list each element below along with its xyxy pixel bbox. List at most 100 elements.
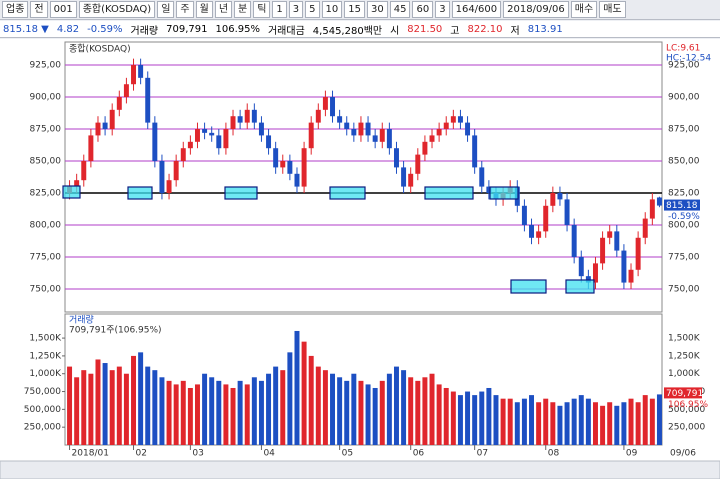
candle-body [337, 116, 343, 123]
volume-bar [223, 384, 229, 445]
volume-bar [294, 330, 300, 445]
toolbar-item[interactable]: 2018/09/06 [503, 1, 569, 18]
volume-bar [88, 373, 94, 445]
candle-body [322, 97, 328, 110]
volume-bar [557, 405, 563, 445]
toolbar-item[interactable]: 년 [214, 1, 233, 18]
candle-body [386, 129, 392, 149]
volume-bar [578, 395, 584, 445]
candle-body [358, 122, 364, 136]
volume-bar [266, 373, 272, 445]
candle-body [152, 122, 158, 162]
candle-body [194, 129, 200, 142]
candle-body [457, 116, 463, 123]
toolbar-item[interactable]: 1 [272, 1, 287, 18]
toolbar-item[interactable]: 45 [389, 1, 411, 18]
y-tick-label: 1,500K [29, 334, 62, 344]
toolbar-item[interactable]: 3 [435, 1, 450, 18]
volume-bar [187, 387, 193, 445]
y-tick-label: 875,00 [30, 125, 62, 135]
candle-body [614, 231, 620, 251]
info-row: 815.18 ▼ 4.82 -0.59% 거래량 709,791 106.95% 거래대금 4… [0, 21, 720, 38]
x-tick-label: 03 [192, 449, 203, 459]
toolbar-item[interactable]: 5 [305, 1, 320, 18]
volume-bar [656, 394, 662, 445]
y-tick-label: 900,00 [30, 93, 62, 103]
y-tick-label: 1,000K [29, 369, 62, 379]
toolbar-item[interactable]: 월 [195, 1, 213, 18]
support-box [510, 279, 547, 294]
annotation-boxes [62, 185, 595, 294]
toolbar-item[interactable]: 15 [344, 1, 366, 18]
candle-body [529, 224, 535, 238]
volume-bar [95, 359, 101, 445]
toolbar-item[interactable]: 틱 [253, 1, 271, 18]
candle-body [571, 224, 577, 257]
candle-body [74, 180, 80, 187]
toolbar-item[interactable]: 분 [234, 1, 252, 18]
y-tick-label: 1,250K [29, 351, 62, 361]
last-volume: 709,791 [666, 389, 703, 399]
volume-bar [422, 377, 428, 445]
toolbar-item[interactable]: 주 [176, 1, 194, 18]
toolbar-item[interactable]: 3 [288, 1, 304, 18]
volume-bar [280, 370, 286, 445]
y-tick-label-right: 1,500K [668, 334, 701, 344]
panel-title: 거래량 [69, 314, 94, 326]
volume-bar [543, 398, 549, 445]
scroll-strip[interactable] [0, 460, 720, 479]
candle-body [550, 192, 556, 206]
volume-bar [180, 380, 186, 445]
toolbar-item[interactable]: 종합(KOSDAQ) [78, 1, 156, 18]
candle-body [131, 65, 137, 85]
y-tick-label: 825,00 [30, 188, 62, 198]
candle-body [443, 122, 449, 130]
volume-bar [159, 377, 165, 445]
chart: 750,00 750,00 775,00 775,00 800,00 800,00 825,… [0, 39, 720, 479]
candle-body [223, 129, 229, 149]
toolbar-item[interactable]: 10 [321, 1, 343, 18]
price-panel [64, 41, 663, 313]
candle-body [379, 129, 385, 142]
candle-body [365, 122, 371, 136]
toolbar-item[interactable]: 매수 [570, 1, 598, 18]
y-tick-label-right: 1,250K [668, 351, 701, 361]
candle-body [393, 148, 399, 168]
volume-bar [216, 380, 222, 445]
toolbar-item[interactable]: 001 [49, 1, 77, 18]
volume-bar [628, 398, 634, 445]
volume-bar [564, 402, 570, 445]
candle-body [607, 231, 613, 238]
volume-bar [585, 398, 591, 445]
toolbar-item[interactable]: 일 [157, 1, 175, 18]
toolbar-item[interactable]: 업종 [2, 1, 29, 18]
candle-body [280, 161, 286, 168]
candle-body [585, 276, 591, 283]
volume-bar [173, 384, 179, 445]
y-tick-label-right: 750,00 [668, 284, 700, 294]
candle-body [656, 197, 662, 206]
panel-title: 종합(KOSDAQ) [69, 44, 131, 55]
toolbar-item[interactable]: 매도 [599, 1, 626, 18]
volume-bar [486, 387, 492, 445]
x-tick-label: 08 [548, 449, 560, 459]
x-tick-label: 07 [477, 449, 488, 459]
toolbar-item[interactable]: 30 [367, 1, 388, 18]
volume-bar [550, 402, 556, 445]
volume-bar [116, 366, 122, 445]
volume-bar [415, 380, 421, 445]
toolbar-item[interactable]: 164/600 [451, 1, 502, 18]
last-volume-box [664, 387, 702, 399]
toolbar-item[interactable]: 전 [30, 1, 48, 18]
x-tick-label: 04 [263, 449, 275, 459]
candle-body [209, 132, 215, 136]
candle-body [187, 141, 193, 149]
toolbar-item[interactable]: 60 [412, 1, 434, 18]
y-tick-label-right: 1,000K [668, 369, 701, 379]
candle-body [88, 135, 94, 162]
volume-bar [344, 380, 350, 445]
volume-bar [443, 387, 449, 445]
info-item: 821.50 [407, 23, 443, 35]
volume-bar [202, 373, 208, 445]
